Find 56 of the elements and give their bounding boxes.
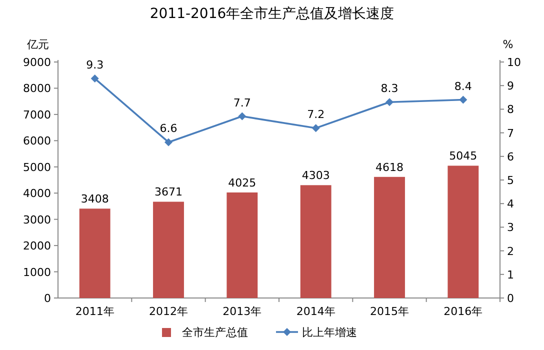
- y-tick-label: 9000: [23, 56, 51, 69]
- data-label: 7.2: [307, 108, 325, 122]
- point: [90, 74, 99, 83]
- data-label: 7.7: [233, 96, 251, 110]
- legend-label: 比上年增速: [302, 326, 357, 339]
- bar: [79, 208, 110, 298]
- data-label: 4025: [228, 176, 256, 190]
- x-tick-label: 2015年: [370, 305, 409, 318]
- x-tick-label: 2014年: [296, 305, 336, 318]
- y-tick-label: 5000: [23, 160, 51, 174]
- x-tick-label: 2016年: [444, 305, 483, 318]
- data-label: 3408: [80, 192, 109, 206]
- y-tick-label: 4000: [23, 187, 51, 200]
- data-label: 8.3: [380, 82, 398, 96]
- y-tick-label: 8000: [23, 82, 51, 96]
- y-tick-label: 1000: [23, 266, 51, 279]
- point: [238, 112, 246, 120]
- point: [164, 138, 172, 146]
- title: 2011-2016年全市生产总值及增长速度: [150, 6, 394, 22]
- data-label: 8.4: [454, 80, 472, 93]
- x-tick-label: 2012年: [149, 305, 188, 318]
- data-label: 3671: [154, 186, 182, 199]
- y2-tick-label: 3: [507, 221, 514, 234]
- y-tick-label: 7000: [23, 108, 51, 122]
- data-label: 6.6: [160, 122, 178, 136]
- data-label: 4618: [376, 160, 404, 174]
- y2-tick-label: 5: [507, 174, 514, 187]
- data-label: 4303: [302, 169, 330, 182]
- y2-tick-label: 9: [507, 80, 514, 93]
- bar: [300, 185, 332, 298]
- point: [386, 98, 394, 106]
- data-label: 5045: [449, 150, 478, 163]
- legend-label: 全市生产总值: [182, 326, 248, 339]
- y-axis-title: 亿元: [26, 38, 49, 51]
- point: [459, 96, 468, 104]
- bar: [374, 176, 405, 298]
- y-tick-label: 2000: [23, 240, 51, 253]
- point: [312, 124, 320, 132]
- y2-tick-label: 4: [507, 198, 514, 211]
- y2-tick-label: 7: [507, 126, 514, 140]
- y2-tick-label: 10: [507, 56, 521, 69]
- y-tick-label: 0: [44, 292, 51, 305]
- y-tick-label: 3000: [23, 213, 51, 226]
- x-tick-label: 2013年: [222, 305, 262, 318]
- y2-tick-label: 2: [507, 244, 514, 258]
- y2-tick-label: 0: [507, 292, 514, 305]
- bar: [448, 166, 479, 298]
- x-tick-label: 2011年: [75, 305, 114, 318]
- y2-tick-label: 6: [507, 150, 514, 164]
- y2-tick-label: 8: [507, 103, 514, 116]
- y2-axis-title: %: [502, 38, 514, 51]
- bar: [153, 202, 184, 298]
- data-label: 9.3: [86, 58, 104, 72]
- y-tick-label: 6000: [23, 134, 51, 148]
- bar: [226, 192, 258, 298]
- y2-tick-label: 1: [507, 268, 514, 282]
